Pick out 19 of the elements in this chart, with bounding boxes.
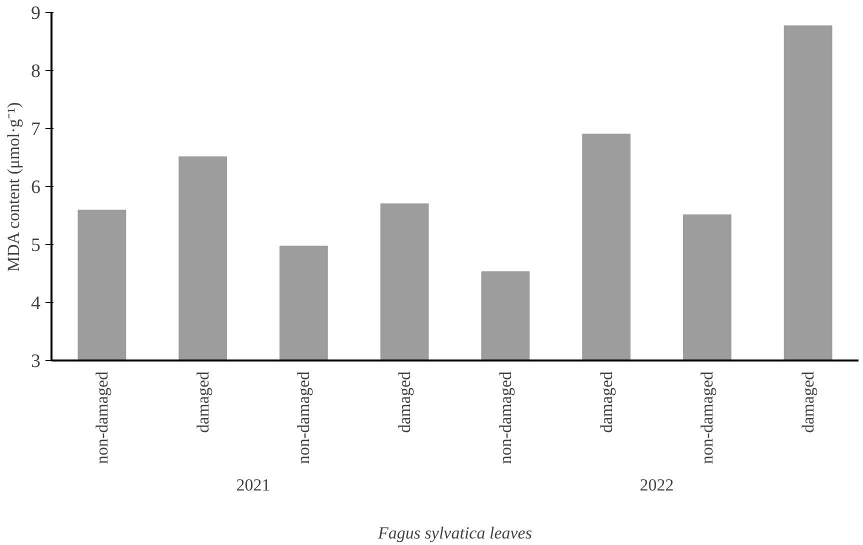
y-tick-label: 7	[31, 119, 40, 140]
x-tick-label: damaged	[395, 371, 414, 433]
text: 2022	[640, 476, 674, 494]
x-axis-title: Fagus sylvatica leaves	[377, 524, 532, 542]
x-tick-label: non-damaged	[92, 371, 112, 464]
y-tick-label: 4	[31, 293, 41, 314]
text: 2021	[236, 476, 270, 494]
x-tick-label: damaged	[798, 371, 818, 433]
y-tick-label: 9	[31, 3, 40, 24]
y-tick-label: 3	[31, 351, 40, 372]
y-tick-label: 8	[31, 61, 40, 82]
x-tick-label: non-damaged	[698, 371, 717, 464]
y-tick-label: 5	[31, 235, 40, 256]
y-axis-title: MDA content (μmol·g⁻¹)	[4, 102, 23, 272]
x-tick-label: damaged	[596, 371, 616, 433]
x-tick-label: non-damaged	[496, 371, 515, 464]
x-tick-label: non-damaged	[294, 371, 314, 464]
y-tick-label: 6	[31, 177, 40, 198]
x-tick-label: damaged	[193, 371, 212, 433]
